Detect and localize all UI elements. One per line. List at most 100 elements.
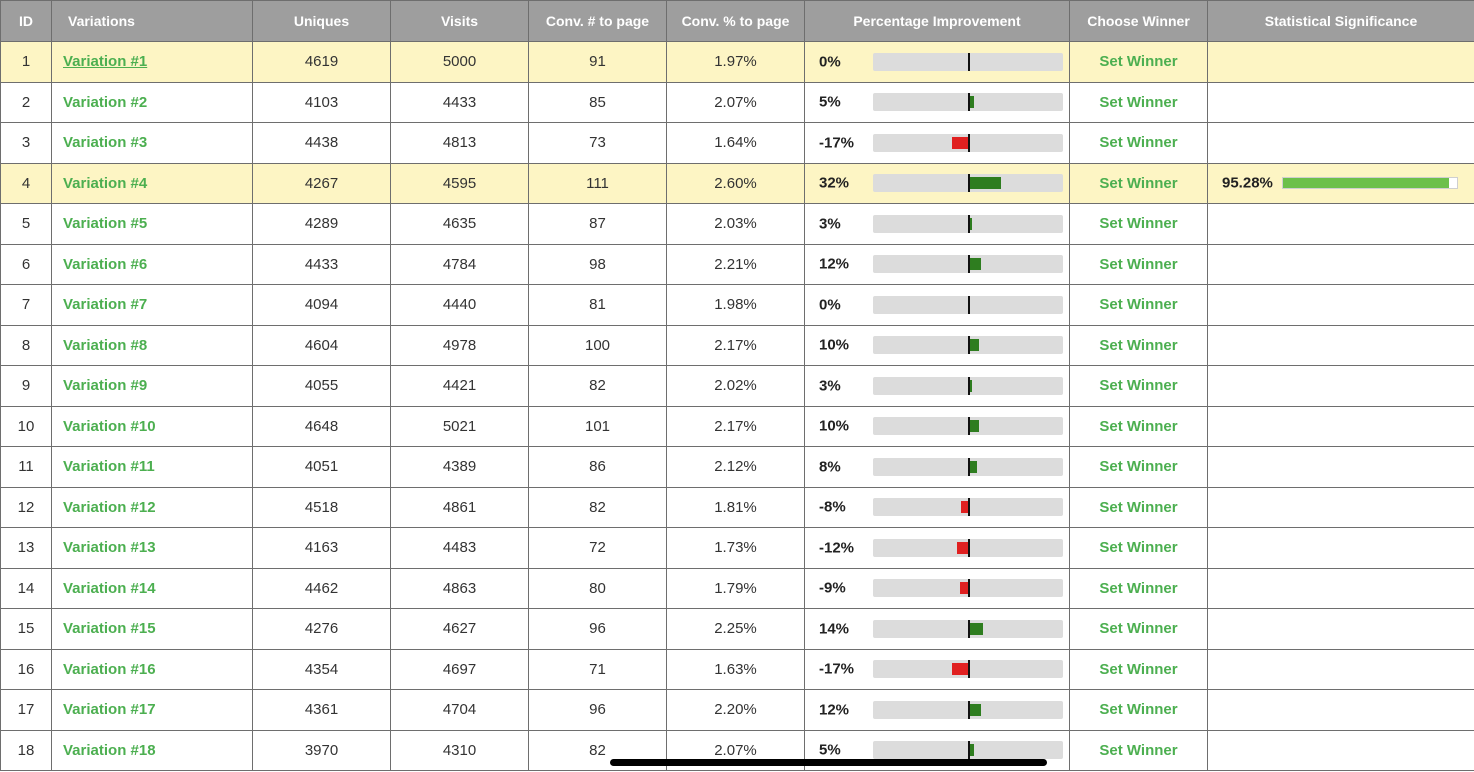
table-row: 11 Variation #11 4051 4389 86 2.12% 8% Set Winn…	[0, 446, 1474, 488]
improvement-cell: 0%	[804, 41, 1070, 83]
variation-cell: Variation #6	[51, 243, 253, 285]
variation-link[interactable]: Variation #5	[63, 215, 148, 233]
col-header-variations[interactable]: Variations	[51, 0, 253, 42]
uniques-cell: 4055	[252, 365, 391, 407]
improvement-bar-positive	[969, 744, 974, 757]
visits-cell: 4813	[390, 122, 529, 164]
conv-count-cell: 82	[528, 486, 667, 528]
choose-winner-cell: Set Winner	[1069, 486, 1208, 528]
choose-winner-cell: Set Winner	[1069, 729, 1208, 771]
variation-link[interactable]: Variation #4	[63, 174, 148, 192]
table-row: 13 Variation #13 4163 4483 72 1.73% -12% Set Wi…	[0, 527, 1474, 569]
row-id: 13	[0, 527, 52, 569]
improvement-bar-track	[873, 133, 1063, 152]
improvement-bar-track	[873, 174, 1063, 193]
col-header-improvement[interactable]: Percentage Improvement	[804, 0, 1070, 42]
significance-cell	[1207, 405, 1474, 447]
set-winner-button[interactable]: Set Winner	[1099, 174, 1178, 192]
set-winner-button[interactable]: Set Winner	[1099, 620, 1178, 638]
table-row: 14 Variation #14 4462 4863 80 1.79% -9% Set Win…	[0, 567, 1474, 609]
improvement-label: -9%	[819, 579, 846, 597]
visits-cell: 4433	[390, 81, 529, 123]
improvement-label: 5%	[819, 93, 841, 111]
improvement-bar-positive	[969, 258, 981, 271]
col-header-conv-count[interactable]: Conv. # to page	[528, 0, 667, 42]
set-winner-button[interactable]: Set Winner	[1099, 377, 1178, 395]
choose-winner-cell: Set Winner	[1069, 324, 1208, 366]
improvement-wrapper: 12%	[806, 245, 1069, 284]
uniques-cell: 4604	[252, 324, 391, 366]
improvement-cell: -17%	[804, 122, 1070, 164]
set-winner-button[interactable]: Set Winner	[1099, 336, 1178, 354]
variation-cell: Variation #7	[51, 284, 253, 326]
row-id: 7	[0, 284, 52, 326]
conv-pct-cell: 2.12%	[666, 446, 805, 488]
improvement-label: 14%	[819, 620, 850, 638]
variation-link[interactable]: Variation #17	[63, 701, 156, 719]
significance-cell	[1207, 365, 1474, 407]
variation-link[interactable]: Variation #6	[63, 255, 148, 273]
variation-link[interactable]: Variation #10	[63, 417, 156, 435]
variation-link[interactable]: Variation #13	[63, 539, 156, 557]
improvement-wrapper: 0%	[806, 42, 1069, 81]
table-row: 16 Variation #16 4354 4697 71 1.63% -17% Set Wi…	[0, 648, 1474, 690]
set-winner-button[interactable]: Set Winner	[1099, 296, 1178, 314]
conv-pct-cell: 2.17%	[666, 405, 805, 447]
uniques-cell: 4518	[252, 486, 391, 528]
set-winner-button[interactable]: Set Winner	[1099, 498, 1178, 516]
conv-count-cell: 72	[528, 527, 667, 569]
uniques-cell: 4648	[252, 405, 391, 447]
set-winner-button[interactable]: Set Winner	[1099, 53, 1178, 71]
variation-link[interactable]: Variation #2	[63, 93, 148, 111]
choose-winner-cell: Set Winner	[1069, 365, 1208, 407]
col-header-uniques[interactable]: Uniques	[252, 0, 391, 42]
set-winner-button[interactable]: Set Winner	[1099, 134, 1178, 152]
row-id: 9	[0, 365, 52, 407]
variation-link[interactable]: Variation #12	[63, 498, 156, 516]
improvement-label: -8%	[819, 498, 846, 516]
col-header-significance[interactable]: Statistical Significance	[1207, 0, 1474, 42]
variation-link[interactable]: Variation #3	[63, 134, 148, 152]
set-winner-button[interactable]: Set Winner	[1099, 255, 1178, 273]
variation-link[interactable]: Variation #15	[63, 620, 156, 638]
improvement-zero-line	[968, 214, 970, 233]
set-winner-button[interactable]: Set Winner	[1099, 215, 1178, 233]
variation-link[interactable]: Variation #14	[63, 579, 156, 597]
improvement-label: 8%	[819, 458, 841, 476]
set-winner-button[interactable]: Set Winner	[1099, 741, 1178, 759]
variation-link[interactable]: Variation #18	[63, 741, 156, 759]
home-indicator-bar	[610, 759, 1047, 766]
uniques-cell: 4354	[252, 648, 391, 690]
improvement-bar-negative	[960, 582, 969, 595]
choose-winner-cell: Set Winner	[1069, 284, 1208, 326]
set-winner-button[interactable]: Set Winner	[1099, 539, 1178, 557]
improvement-cell: 10%	[804, 405, 1070, 447]
set-winner-button[interactable]: Set Winner	[1099, 93, 1178, 111]
variation-cell: Variation #17	[51, 689, 253, 731]
variation-link[interactable]: Variation #1	[63, 53, 148, 71]
set-winner-button[interactable]: Set Winner	[1099, 458, 1178, 476]
set-winner-button[interactable]: Set Winner	[1099, 579, 1178, 597]
significance-cell	[1207, 567, 1474, 609]
variation-link[interactable]: Variation #9	[63, 377, 148, 395]
improvement-zero-line	[968, 174, 970, 193]
variation-link[interactable]: Variation #16	[63, 660, 156, 678]
col-header-conv-pct[interactable]: Conv. % to page	[666, 0, 805, 42]
improvement-label: 12%	[819, 255, 850, 273]
improvement-wrapper: -12%	[806, 528, 1069, 567]
variation-link[interactable]: Variation #7	[63, 296, 148, 314]
improvement-bar-track	[873, 336, 1063, 355]
improvement-label: -17%	[819, 134, 855, 152]
variation-cell: Variation #10	[51, 405, 253, 447]
set-winner-button[interactable]: Set Winner	[1099, 660, 1178, 678]
row-id: 11	[0, 446, 52, 488]
col-header-visits[interactable]: Visits	[390, 0, 529, 42]
improvement-bar-track	[873, 700, 1063, 719]
set-winner-button[interactable]: Set Winner	[1099, 701, 1178, 719]
variation-link[interactable]: Variation #11	[63, 458, 155, 476]
conv-count-cell: 96	[528, 608, 667, 650]
variation-link[interactable]: Variation #8	[63, 336, 148, 354]
choose-winner-cell: Set Winner	[1069, 243, 1208, 285]
improvement-bar-positive	[969, 96, 974, 109]
set-winner-button[interactable]: Set Winner	[1099, 417, 1178, 435]
